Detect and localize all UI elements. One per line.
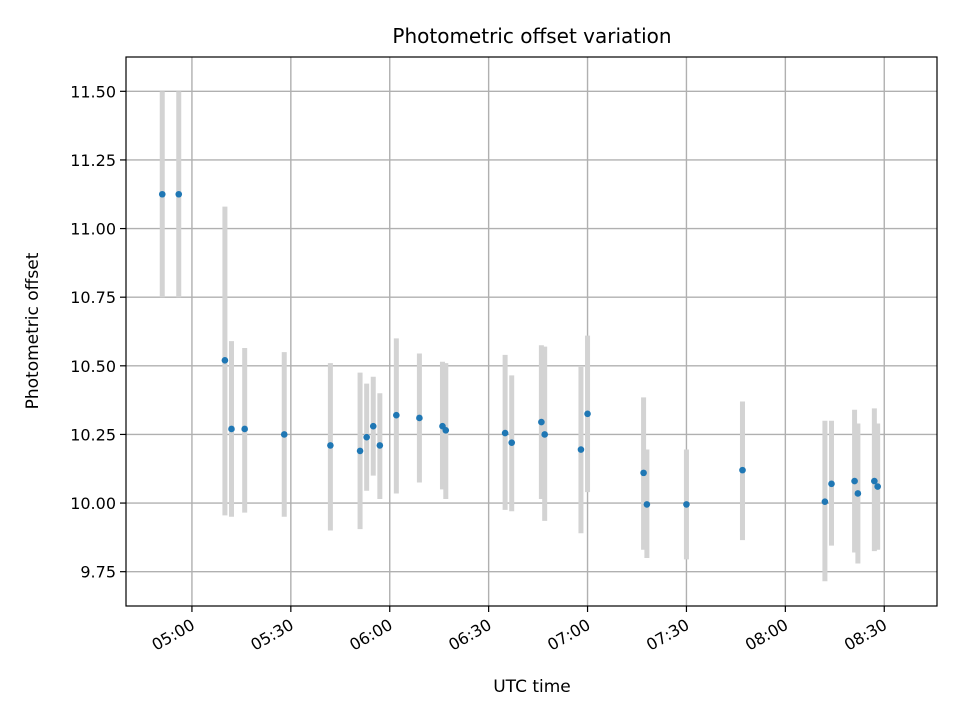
chart-title: Photometric offset variation — [392, 24, 671, 48]
data-point — [327, 442, 334, 449]
data-point — [393, 411, 400, 419]
y-axis: 9.75 10.00 10.25 10.50 10.75 11.00 11.25 11.50 — [70, 82, 126, 582]
data-point — [221, 357, 229, 364]
y-axis-label: Photometric offset — [23, 252, 43, 409]
y-tick-label: 10.50 — [70, 357, 116, 376]
y-tick-label: 11.00 — [70, 220, 116, 239]
data-point — [828, 480, 835, 488]
x-tick-label: 08:30 — [841, 615, 890, 655]
x-tick-label: 08:00 — [742, 615, 791, 655]
data-point — [508, 439, 516, 446]
data-point — [821, 498, 829, 505]
data-point — [363, 433, 370, 441]
data-point — [874, 483, 881, 490]
y-tick-label: 10.25 — [70, 425, 116, 444]
x-axis: 05:00 05:30 06:00 06:30 07:00 07:30 08:00 08:30 — [149, 606, 890, 655]
data-point — [851, 477, 858, 485]
error-bars — [159, 91, 881, 582]
data-point — [577, 446, 585, 453]
data-point — [376, 442, 384, 449]
x-axis-label: UTC time — [493, 677, 571, 697]
grid — [126, 57, 937, 606]
data-points — [158, 190, 881, 508]
data-point — [158, 190, 166, 198]
x-tick-label: 06:00 — [346, 615, 395, 655]
data-point — [643, 501, 651, 508]
x-tick-label: 06:30 — [445, 615, 494, 655]
y-tick-label: 9.75 — [80, 563, 116, 582]
data-point — [356, 447, 364, 455]
data-point — [442, 427, 450, 434]
plot-frame — [125, 56, 938, 607]
data-point — [683, 501, 690, 508]
data-point — [416, 414, 423, 422]
x-tick-label: 05:30 — [247, 615, 296, 655]
data-point — [739, 466, 746, 474]
data-point — [854, 490, 862, 497]
data-point — [501, 429, 509, 437]
data-point — [640, 469, 647, 477]
data-point — [241, 425, 248, 433]
data-point — [280, 431, 288, 438]
x-tick-label: 07:00 — [544, 615, 593, 655]
x-tick-label: 07:30 — [643, 615, 692, 655]
data-point — [369, 422, 377, 430]
data-point — [228, 425, 235, 433]
y-tick-label: 11.50 — [70, 82, 116, 101]
y-tick-label: 10.75 — [70, 288, 116, 307]
data-point — [175, 190, 183, 198]
data-point — [541, 431, 548, 438]
y-tick-label: 11.25 — [70, 151, 116, 170]
x-tick-label: 05:00 — [149, 615, 198, 655]
data-point — [871, 477, 878, 485]
data-point — [584, 410, 591, 418]
data-point — [538, 418, 545, 426]
y-tick-label: 10.00 — [70, 494, 116, 513]
